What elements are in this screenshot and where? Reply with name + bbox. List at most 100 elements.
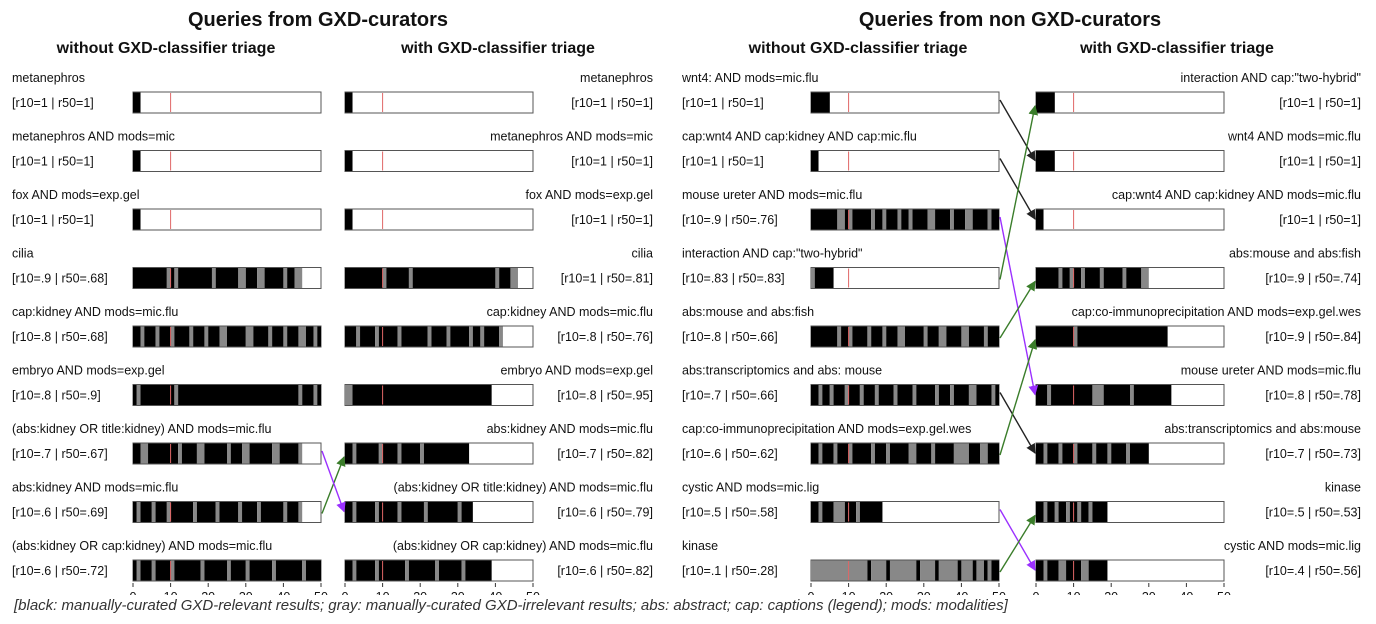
irrelevant-segment <box>931 444 935 464</box>
relevant-segment <box>133 502 137 522</box>
relevant-segment <box>133 268 167 288</box>
irrelevant-segment <box>882 327 886 347</box>
query-label: cap:wnt4 AND cap:kidney AND cap:mic.flu <box>682 130 917 144</box>
recall-label: [r10=.1 | r50=.28] <box>682 564 778 578</box>
relevant-segment <box>822 502 833 522</box>
relevant-segment <box>1085 268 1100 288</box>
query-label: abs:kidney AND mods=mic.flu <box>487 422 653 436</box>
relevant-segment <box>845 210 849 230</box>
query-label: interaction AND cap:"two-hybrid" <box>1181 71 1361 85</box>
irrelevant-segment <box>499 327 503 347</box>
relevant-segment <box>409 561 435 581</box>
irrelevant-segment <box>834 444 838 464</box>
relevant-segment <box>822 444 833 464</box>
relevant-segment <box>1074 268 1082 288</box>
relevant-segment <box>969 327 984 347</box>
recall-label: [r10=.8 | r50=.66] <box>682 330 778 344</box>
query-label: cap:wnt4 AND cap:kidney AND mods=mic.flu <box>1112 188 1361 202</box>
relevant-segment <box>141 502 152 522</box>
irrelevant-segment <box>1059 268 1063 288</box>
irrelevant-segment <box>480 327 484 347</box>
relevant-segment <box>811 444 819 464</box>
relevant-segment <box>484 327 499 347</box>
query-row: cilia [r10=.9 | r50=.68] <box>12 247 321 289</box>
irrelevant-segment <box>272 444 280 464</box>
bar-frame <box>1036 151 1224 172</box>
irrelevant-segment <box>298 444 302 464</box>
query-row: cap:co-immunoprecipitation AND mods=exp.… <box>1036 305 1361 347</box>
tick-label: 10 <box>842 590 856 595</box>
recall-label: [r10=1 | r50=.81] <box>561 272 653 286</box>
relevant-segment <box>148 444 178 464</box>
irrelevant-segment <box>246 561 250 581</box>
query-label: wnt4 AND mods=mic.flu <box>1227 130 1361 144</box>
query-label: metanephros <box>12 71 85 85</box>
relevant-segment <box>356 561 375 581</box>
relevant-segment <box>845 502 856 522</box>
recall-label: [r10=1 | r50=1] <box>12 213 94 227</box>
irrelevant-segment <box>375 502 379 522</box>
tick-label: 50 <box>992 590 1006 595</box>
relevant-segment <box>171 268 175 288</box>
irrelevant-segment <box>811 561 867 581</box>
irrelevant-segment <box>845 385 849 405</box>
irrelevant-segment <box>204 327 208 347</box>
irrelevant-segment <box>398 444 402 464</box>
relevant-segment <box>193 327 204 347</box>
recall-label: [r10=1 | r50=1] <box>571 155 653 169</box>
query-row: mouse ureter AND mods=mic.flu[r10=.8 | r… <box>1036 364 1361 406</box>
recall-label: [r10=.8 | r50=.95] <box>557 389 653 403</box>
irrelevant-segment <box>298 385 302 405</box>
irrelevant-segment <box>137 502 141 522</box>
relevant-segment <box>984 561 988 581</box>
relevant-segment <box>219 502 238 522</box>
irrelevant-segment <box>268 327 272 347</box>
query-row: abs:transcriptomics and abs:mouse[r10=.7… <box>1036 422 1361 464</box>
relevant-segment <box>356 502 375 522</box>
irrelevant-segment <box>1130 385 1134 405</box>
bar-frame <box>811 268 999 289</box>
bar-frame <box>811 92 999 113</box>
relevant-segment <box>141 561 152 581</box>
figure-caption: [black: manually-curated GXD-relevant re… <box>14 597 1364 614</box>
rank-change-arrow <box>1000 282 1035 339</box>
irrelevant-segment <box>383 268 387 288</box>
query-row: cap:co-immunoprecipitation AND mods=exp.… <box>682 422 999 464</box>
irrelevant-segment <box>238 268 246 288</box>
irrelevant-segment <box>849 327 853 347</box>
tick-label: 10 <box>1067 590 1081 595</box>
relevant-segment <box>1062 268 1070 288</box>
irrelevant-segment <box>935 385 939 405</box>
relevant-segment <box>413 268 496 288</box>
relevant-segment <box>317 385 321 405</box>
query-row: (abs:kidney OR title:kidney) AND mods=mi… <box>345 481 653 523</box>
tick-label: 40 <box>954 590 968 595</box>
irrelevant-segment <box>1059 561 1067 581</box>
relevant-segment <box>302 385 313 405</box>
relevant-segment <box>345 444 353 464</box>
irrelevant-segment <box>356 327 360 347</box>
irrelevant-segment <box>298 327 306 347</box>
irrelevant-segment <box>272 561 276 581</box>
recall-label: [r10=.6 | r50=.69] <box>12 506 108 520</box>
panel-subtitle: with GXD-classifier triage <box>400 40 595 57</box>
query-row: kinase[r10=.5 | r50=.53] <box>1036 481 1361 523</box>
irrelevant-segment <box>1107 444 1111 464</box>
irrelevant-segment <box>156 327 160 347</box>
query-row: mouse ureter AND mods=mic.flu[r10=.9 | r… <box>682 188 999 230</box>
irrelevant-segment <box>871 444 875 464</box>
relevant-segment <box>439 561 462 581</box>
irrelevant-segment <box>227 444 231 464</box>
irrelevant-segment <box>462 561 466 581</box>
irrelevant-segment <box>969 385 977 405</box>
irrelevant-segment <box>212 268 216 288</box>
query-label: kinase <box>682 539 718 553</box>
relevant-segment <box>1036 327 1074 347</box>
relevant-segment <box>988 444 999 464</box>
relevant-segment <box>852 210 871 230</box>
irrelevant-segment <box>375 327 379 347</box>
relevant-segment <box>253 327 268 347</box>
irrelevant-segment <box>420 444 424 464</box>
irrelevant-segment <box>227 561 231 581</box>
query-label: cystic AND mods=mic.lig <box>1224 539 1361 553</box>
